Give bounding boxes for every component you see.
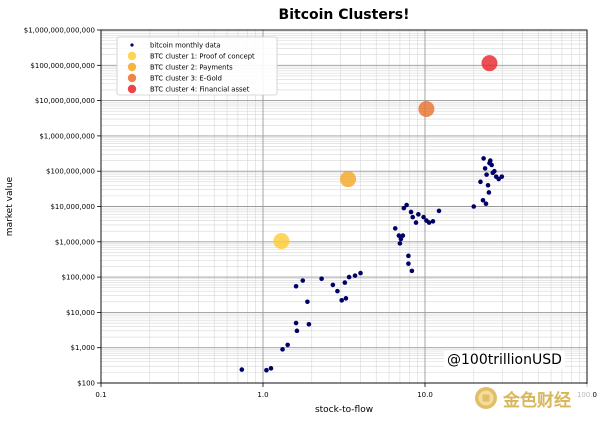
data-point [483, 201, 489, 207]
legend-marker [127, 62, 137, 72]
gold-coin-logo-icon [475, 387, 497, 409]
data-point [430, 219, 436, 224]
data-point [343, 296, 349, 301]
data-point [335, 288, 340, 294]
data-point [406, 253, 411, 259]
data-point [406, 261, 411, 266]
data-point [416, 212, 421, 217]
data-point [358, 270, 363, 276]
legend-box [116, 36, 278, 96]
cluster-marker [481, 55, 498, 72]
data-point [339, 298, 344, 303]
y-tick-label: $100,000,000 [46, 168, 95, 176]
data-point [280, 347, 285, 352]
watermark-text: 金色财经 [503, 390, 571, 411]
data-point [485, 182, 491, 188]
data-point [346, 274, 352, 280]
y-tick-label: $1,000 [71, 344, 96, 352]
y-tick-label: $100,000,000,000 [30, 62, 95, 70]
data-point [488, 158, 493, 163]
cluster-markers [273, 55, 498, 250]
y-tick-label: $10,000,000,000 [35, 97, 95, 105]
data-point [293, 320, 299, 326]
data-point [342, 280, 348, 285]
data-point [398, 236, 404, 242]
data-point [400, 233, 406, 238]
annotation-background [444, 351, 565, 369]
data-point [413, 220, 419, 225]
data-point [239, 367, 245, 372]
data-point [486, 190, 492, 195]
x-tick-label: 0.1 [95, 391, 106, 399]
data-point [484, 172, 489, 177]
data-point [352, 273, 358, 278]
legend-label: BTC cluster 1: Proof of concept [150, 53, 255, 61]
legend-label: BTC cluster 2: Payments [150, 64, 233, 72]
data-point [285, 342, 290, 348]
data-point [436, 208, 442, 214]
data-point [489, 162, 494, 168]
x-axis-label: stock-to-flow [315, 405, 373, 415]
legend-marker [130, 43, 134, 47]
data-point [404, 202, 409, 208]
data-point [499, 174, 505, 179]
data-point [482, 166, 488, 171]
y-tick-label: $1,000,000,000,000 [24, 27, 95, 35]
data-point [264, 367, 269, 373]
y-tick-label: $1,000,000,000 [39, 132, 95, 140]
data-point [305, 299, 310, 305]
y-tick-label: $100 [77, 380, 95, 388]
data-point [300, 278, 306, 283]
x-tick-label: 10.0 [417, 391, 433, 399]
data-point [426, 220, 432, 225]
cluster-marker [340, 171, 357, 188]
data-point [408, 209, 414, 215]
data-point [294, 328, 300, 334]
y-tick-label: $10,000,000 [50, 203, 95, 211]
data-point [421, 214, 426, 220]
data-point [492, 168, 497, 174]
data-point [480, 197, 486, 203]
cluster-marker [273, 233, 290, 250]
y-tick-label: $10,000 [66, 309, 95, 317]
data-point [409, 268, 415, 274]
x-tick-label: 1.0 [257, 391, 268, 399]
y-tick-label: $1,000,000 [55, 238, 95, 246]
chart-title: Bitcoin Clusters! [279, 7, 410, 23]
y-tick-label: $100,000 [62, 274, 95, 282]
data-point [392, 226, 398, 231]
legend-marker [127, 84, 137, 94]
legend-label: BTC cluster 4: Financial asset [150, 86, 250, 94]
data-point [306, 322, 312, 327]
data-point [397, 241, 403, 246]
y-axis-label: market value [5, 176, 15, 236]
legend-marker [127, 73, 137, 83]
cluster-marker [418, 100, 435, 117]
legend: bitcoin monthly data BTC cluster 1: Proof… [116, 36, 278, 96]
watermark: 金色财经 [474, 384, 592, 412]
data-point [410, 214, 416, 220]
data-point [478, 179, 483, 185]
annotation-text: @100trillionUSD [447, 352, 562, 368]
data-point [471, 204, 477, 209]
data-point [396, 233, 402, 238]
data-points [239, 156, 505, 373]
data-point [268, 366, 274, 371]
legend-label: BTC cluster 3: E-Gold [150, 75, 222, 83]
data-point [319, 276, 324, 282]
legend-label: bitcoin monthly data [150, 42, 221, 50]
data-point [481, 156, 486, 161]
legend-marker [127, 51, 137, 61]
data-point [330, 282, 336, 288]
data-point [293, 283, 299, 289]
data-point [496, 176, 501, 182]
data-point [401, 205, 407, 211]
